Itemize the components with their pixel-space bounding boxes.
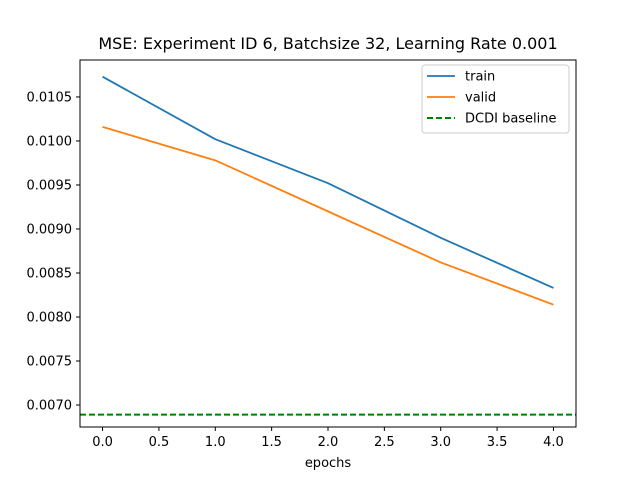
chart-title: MSE: Experiment ID 6, Batchsize 32, Lear… bbox=[98, 34, 557, 53]
x-tick-label: 3.5 bbox=[487, 435, 508, 450]
x-tick-label: 1.0 bbox=[205, 435, 226, 450]
legend-label-dcdi-baseline: DCDI baseline bbox=[465, 112, 557, 127]
series-line-train bbox=[102, 75, 554, 289]
y-tick-label: 0.0070 bbox=[27, 398, 73, 413]
series-line-valid bbox=[102, 126, 554, 306]
y-tick-label: 0.0100 bbox=[27, 134, 73, 149]
x-tick-label: 4.0 bbox=[543, 435, 564, 450]
x-tick-label: 0.5 bbox=[149, 435, 170, 450]
y-tick-label: 0.0080 bbox=[27, 310, 73, 325]
plot-area: 0.0 0.5 1.0 1.5 2.0 2.5 3.0 3.5 4.0 0.0070 0.0075 0… bbox=[27, 59, 577, 450]
legend-box bbox=[421, 64, 570, 134]
legend-label-train: train bbox=[465, 70, 495, 85]
y-tick-label: 0.0075 bbox=[27, 354, 73, 369]
y-tick-label: 0.0085 bbox=[27, 266, 73, 281]
x-tick-label: 3.0 bbox=[430, 435, 451, 450]
x-tick-label: 0.0 bbox=[92, 435, 113, 450]
y-tick-label: 0.0090 bbox=[27, 222, 73, 237]
x-axis-label: epochs bbox=[305, 456, 352, 471]
legend: train valid DCDI baseline bbox=[421, 64, 570, 134]
x-tick-label: 1.5 bbox=[261, 435, 282, 450]
y-tick-label: 0.0105 bbox=[27, 90, 73, 105]
legend-label-valid: valid bbox=[465, 91, 496, 106]
x-tick-label: 2.0 bbox=[318, 435, 339, 450]
y-tick-label: 0.0095 bbox=[27, 178, 73, 193]
x-tick-label: 2.5 bbox=[374, 435, 395, 450]
